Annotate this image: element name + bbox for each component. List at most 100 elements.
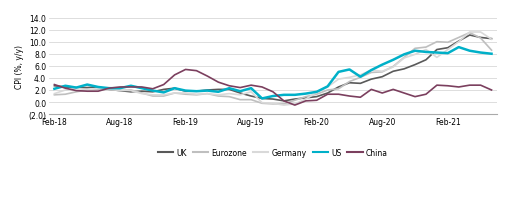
US	[390, 59, 396, 62]
Germany	[150, 94, 156, 97]
US	[335, 71, 342, 74]
Eurozone	[215, 95, 221, 98]
China	[139, 86, 145, 89]
China	[150, 88, 156, 90]
Eurozone	[357, 77, 364, 79]
UK	[106, 89, 112, 91]
Germany	[434, 57, 440, 59]
Germany	[488, 39, 495, 41]
Germany	[215, 94, 221, 97]
China	[106, 87, 112, 90]
Germany	[281, 104, 287, 107]
UK	[390, 71, 396, 73]
US	[423, 52, 429, 54]
Eurozone	[84, 89, 90, 92]
Eurozone	[139, 92, 145, 95]
Germany	[314, 92, 320, 94]
UK	[303, 97, 309, 100]
Germany	[172, 92, 178, 95]
US	[270, 95, 276, 98]
China	[434, 84, 440, 87]
Germany	[478, 32, 484, 34]
US	[379, 64, 386, 66]
Eurozone	[161, 95, 167, 98]
Germany	[303, 98, 309, 101]
UK	[84, 87, 90, 89]
UK	[117, 90, 123, 92]
US	[303, 93, 309, 95]
UK	[445, 47, 451, 50]
China	[357, 97, 364, 99]
Eurozone	[150, 95, 156, 98]
China	[281, 100, 287, 103]
US	[466, 50, 473, 53]
China	[270, 91, 276, 94]
China	[226, 85, 232, 87]
US	[204, 90, 210, 92]
Eurozone	[172, 92, 178, 95]
Eurozone	[478, 38, 484, 40]
China	[95, 90, 101, 93]
US	[194, 90, 200, 93]
Germany	[325, 86, 331, 89]
China	[325, 94, 331, 96]
Germany	[347, 77, 353, 79]
Eurozone	[226, 96, 232, 98]
Eurozone	[347, 81, 353, 83]
Eurozone	[73, 91, 79, 94]
UK	[248, 95, 254, 98]
Eurozone	[194, 94, 200, 97]
Eurozone	[95, 89, 101, 91]
Eurozone	[292, 100, 298, 102]
UK	[128, 91, 134, 94]
China	[390, 89, 396, 91]
Eurozone	[456, 37, 462, 39]
Germany	[73, 87, 79, 90]
China	[478, 84, 484, 87]
Eurozone	[237, 99, 243, 101]
Eurozone	[335, 88, 342, 90]
UK	[357, 83, 364, 85]
Germany	[379, 71, 386, 73]
China	[237, 87, 243, 89]
Line: UK: UK	[54, 36, 492, 101]
Germany	[84, 89, 90, 92]
Legend: UK, Eurozone, Germany, US, China: UK, Eurozone, Germany, US, China	[155, 145, 391, 160]
US	[357, 76, 364, 79]
UK	[150, 91, 156, 94]
UK	[270, 98, 276, 101]
Line: Eurozone: Eurozone	[54, 34, 492, 104]
China	[62, 87, 69, 90]
Eurozone	[434, 41, 440, 44]
China	[215, 82, 221, 84]
UK	[401, 68, 407, 71]
Eurozone	[368, 72, 374, 74]
Germany	[401, 58, 407, 60]
Germany	[194, 94, 200, 96]
US	[237, 90, 243, 93]
Germany	[368, 69, 374, 72]
UK	[412, 64, 418, 66]
China	[128, 86, 134, 89]
Eurozone	[314, 94, 320, 96]
Germany	[139, 93, 145, 95]
UK	[73, 87, 79, 89]
Eurozone	[270, 103, 276, 106]
China	[117, 86, 123, 89]
Eurozone	[204, 93, 210, 95]
Line: Germany: Germany	[54, 33, 492, 106]
UK	[237, 92, 243, 95]
US	[488, 53, 495, 56]
China	[303, 100, 309, 103]
China	[401, 92, 407, 95]
Eurozone	[128, 89, 134, 92]
US	[106, 87, 112, 90]
Germany	[466, 32, 473, 34]
UK	[172, 87, 178, 90]
US	[401, 54, 407, 56]
US	[139, 87, 145, 90]
China	[368, 89, 374, 91]
US	[150, 90, 156, 92]
China	[347, 95, 353, 98]
China	[161, 84, 167, 86]
